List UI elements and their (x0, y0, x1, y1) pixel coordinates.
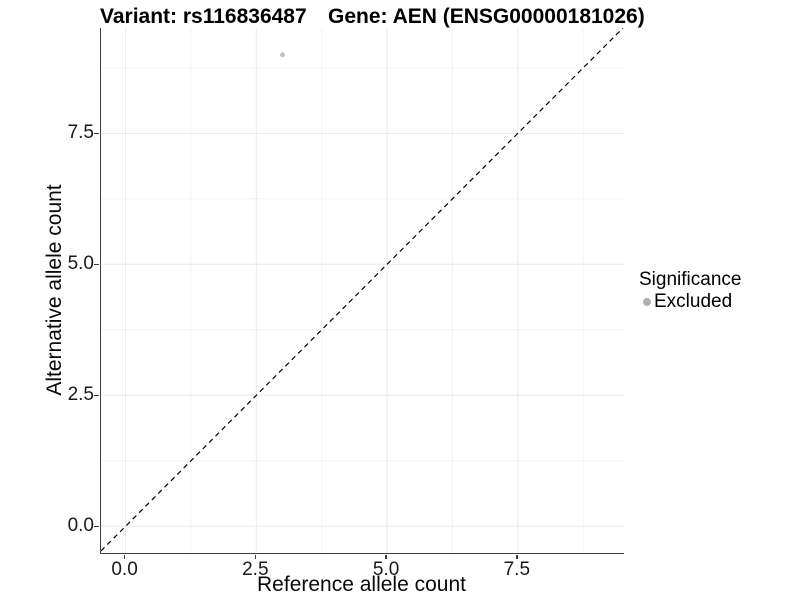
y-tick-label: 7.5 (67, 122, 94, 144)
y-tick-label: 5.0 (67, 253, 94, 275)
plot-panel (100, 28, 624, 554)
y-axis-title: Alternative allele count (43, 184, 66, 396)
y-tick-mark (94, 263, 99, 266)
x-tick-label: 7.5 (503, 559, 531, 580)
plot-title-variant: Variant: rs116836487 (100, 5, 307, 28)
panel-canvas (101, 28, 624, 553)
excluded-marker-icon (642, 297, 651, 306)
x-tick-mark (516, 554, 518, 559)
x-tick-label: 2.5 (242, 559, 269, 580)
legend-item-excluded: Excluded (639, 292, 741, 311)
x-tick-label: 5.0 (372, 559, 400, 580)
plot-title-gene: Gene: AEN (ENSG00000181026) (328, 5, 645, 28)
identity-reference-line (101, 28, 624, 552)
legend-title: Significance (639, 269, 742, 290)
legend-key (639, 293, 654, 311)
legend-item-label: Excluded (654, 291, 733, 312)
x-tick-mark (385, 554, 387, 559)
y-tick-label: 0.0 (67, 515, 94, 537)
x-tick-mark (254, 554, 257, 559)
legend: Significance Excluded (639, 269, 742, 312)
y-tick-label: 2.5 (67, 384, 94, 406)
x-tick-label: 0.0 (111, 559, 138, 580)
y-tick-mark (94, 525, 99, 528)
x-axis-title: Reference allele count (257, 573, 466, 596)
y-tick-mark (94, 132, 99, 135)
y-tick-mark (94, 394, 99, 397)
data-point-excluded (279, 52, 285, 58)
x-tick-mark (123, 554, 126, 559)
